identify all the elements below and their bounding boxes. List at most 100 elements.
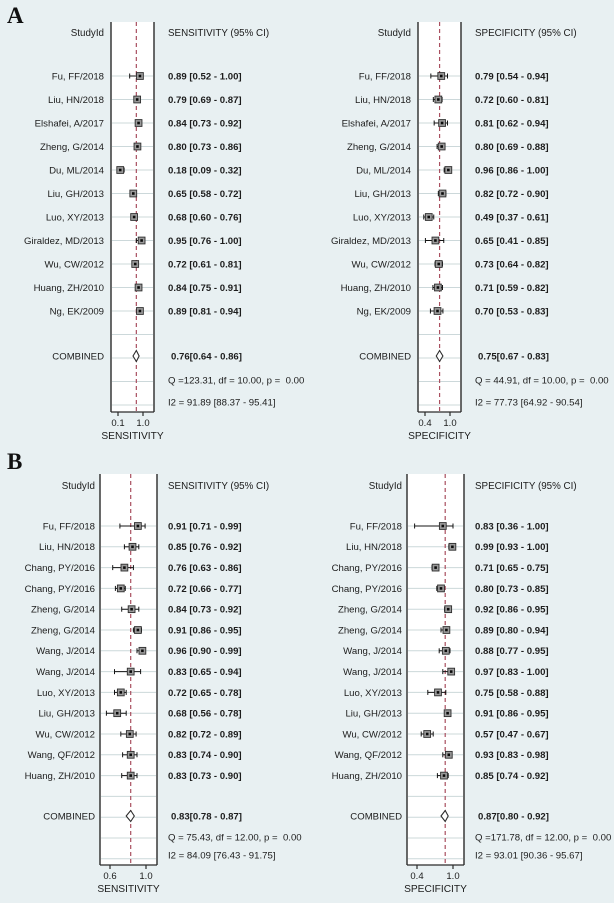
estimate-text: 0.65 [0.58 - 0.72] xyxy=(168,189,242,200)
point-marker-center xyxy=(136,524,140,528)
study-label: Liu, GH/2013 xyxy=(38,709,95,720)
study-label: Elshafei, A/2017 xyxy=(35,118,104,129)
axis-title: SENSITIVITY xyxy=(97,884,159,895)
point-marker-center xyxy=(136,145,139,148)
estimate-text: 0.84 [0.75 - 0.91] xyxy=(168,283,242,294)
estimate-text: 0.68 [0.60 - 0.76] xyxy=(168,212,242,223)
heterogeneity-i2-text: I2 = 91.89 [88.37 - 95.41] xyxy=(168,397,275,408)
point-marker-center xyxy=(118,168,122,172)
study-label: Zheng, G/2014 xyxy=(338,625,403,636)
study-label: Liu, GH/2013 xyxy=(47,189,104,200)
study-label: Du, ML/2014 xyxy=(49,165,105,176)
heterogeneity-q-text: Q =171.78, df = 12.00, p = 0.00 xyxy=(475,832,611,843)
point-marker-center xyxy=(446,607,450,611)
estimate-text: 0.18 [0.09 - 0.32] xyxy=(168,165,242,176)
study-label: Elshafei, A/2017 xyxy=(342,118,411,129)
combined-diamond xyxy=(440,809,449,823)
study-label: Chang, PY/2016 xyxy=(332,563,402,574)
point-marker-center xyxy=(138,309,142,313)
point-marker-center xyxy=(440,145,443,148)
point-marker-center xyxy=(141,649,144,653)
heterogeneity-q-text: Q = 44.91, df = 10.00, p = 0.00 xyxy=(475,375,609,386)
estimate-text: 0.99 [0.93 - 1.00] xyxy=(475,542,549,553)
axis-tick-label: 0.4 xyxy=(410,871,423,882)
point-marker-center xyxy=(441,192,444,195)
estimate-text: 0.80 [0.73 - 0.85] xyxy=(475,584,549,595)
estimate-text: 0.71 [0.59 - 0.82] xyxy=(475,283,549,294)
estimate-text: 0.73 [0.64 - 0.82] xyxy=(475,259,549,270)
point-marker-center xyxy=(445,628,448,632)
estimate-text: 0.82 [0.72 - 0.90] xyxy=(475,189,549,200)
point-marker-center xyxy=(437,98,440,101)
estimate-text: 0.81 [0.62 - 0.94] xyxy=(475,118,549,129)
point-marker-center xyxy=(128,732,132,736)
point-marker-center xyxy=(133,262,137,266)
estimate-text: 0.72 [0.61 - 0.81] xyxy=(168,259,242,270)
estimate-text: 0.72 [0.60 - 0.81] xyxy=(475,95,549,106)
study-label: Wang, J/2014 xyxy=(36,646,96,657)
point-marker-center xyxy=(136,628,140,632)
estimate-text: 0.79 [0.69 - 0.87] xyxy=(168,95,242,106)
study-label: Huang, ZH/2010 xyxy=(25,771,95,782)
point-marker-center xyxy=(434,239,437,242)
study-label: Liu, HN/2018 xyxy=(48,95,104,106)
study-label: Fu, FF/2018 xyxy=(43,521,95,532)
study-column-header: StudyId xyxy=(378,28,411,39)
study-label: Fu, FF/2018 xyxy=(52,71,104,82)
combined-diamond xyxy=(132,349,140,363)
axis-title: SENSITIVITY xyxy=(101,431,163,442)
point-marker-center xyxy=(129,774,132,777)
study-label: Wang, QF/2012 xyxy=(28,750,95,761)
point-marker-center xyxy=(140,239,143,242)
study-label: Chang, PY/2016 xyxy=(332,584,402,595)
estimate-text: 0.75 [0.58 - 0.88] xyxy=(475,688,549,699)
point-marker-center xyxy=(442,774,446,777)
estimate-text: 0.91 [0.86 - 0.95] xyxy=(168,625,242,636)
combined-label: COMBINED xyxy=(43,811,95,822)
estimate-text: 0.72 [0.66 - 0.77] xyxy=(168,584,242,595)
estimate-text: 0.70 [0.53 - 0.83] xyxy=(475,306,549,317)
point-marker-center xyxy=(131,545,134,549)
estimate-column-header: SPECIFICITY (95% CI) xyxy=(475,481,577,492)
study-label: Zheng, G/2014 xyxy=(347,142,412,153)
study-label: Wu, CW/2012 xyxy=(342,729,402,740)
study-label: Zheng, G/2014 xyxy=(31,605,96,616)
study-label: Wang, J/2014 xyxy=(343,667,403,678)
point-marker-center xyxy=(436,691,440,694)
estimate-text: 0.79 [0.54 - 0.94] xyxy=(475,71,549,82)
combined-estimate-text: 0.87[0.80 - 0.92] xyxy=(478,811,549,822)
study-label: Luo, XY/2013 xyxy=(37,688,95,699)
estimate-text: 0.83 [0.74 - 0.90] xyxy=(168,750,242,761)
study-label: Fu, FF/2018 xyxy=(350,521,402,532)
combined-estimate-text: 0.83[0.78 - 0.87] xyxy=(171,811,242,822)
point-marker-center xyxy=(451,545,454,549)
study-label: Luo, XY/2013 xyxy=(344,688,402,699)
point-marker-center xyxy=(123,566,126,569)
point-marker-center xyxy=(129,670,132,673)
point-marker-center xyxy=(138,74,142,78)
study-label: Liu, HN/2018 xyxy=(346,542,402,553)
point-marker-center xyxy=(130,607,133,611)
estimate-text: 0.65 [0.41 - 0.85] xyxy=(475,236,549,247)
study-label: Luo, XY/2013 xyxy=(353,212,411,223)
point-marker-center xyxy=(436,309,439,313)
point-marker-center xyxy=(449,670,453,673)
point-marker-center xyxy=(115,711,119,715)
point-marker-center xyxy=(447,753,451,757)
heterogeneity-i2-text: I2 = 93.01 [90.36 - 95.67] xyxy=(475,850,582,861)
point-marker-center xyxy=(439,74,443,78)
study-label: Zheng, G/2014 xyxy=(338,605,403,616)
point-marker-center xyxy=(129,753,132,757)
study-column-header: StudyId xyxy=(369,481,402,492)
point-marker-center xyxy=(439,587,443,590)
study-label: Huang, ZH/2010 xyxy=(341,283,411,294)
study-label: Wu, CW/2012 xyxy=(35,729,95,740)
estimate-column-header: SPECIFICITY (95% CI) xyxy=(475,28,577,39)
study-label: Giraldez, MD/2013 xyxy=(24,236,104,247)
study-label: Chang, PY/2016 xyxy=(25,584,95,595)
study-column-header: StudyId xyxy=(62,481,95,492)
study-label: Huang, ZH/2010 xyxy=(332,771,402,782)
estimate-text: 0.96 [0.90 - 0.99] xyxy=(168,646,242,657)
estimate-column-header: SENSITIVITY (95% CI) xyxy=(168,28,269,39)
